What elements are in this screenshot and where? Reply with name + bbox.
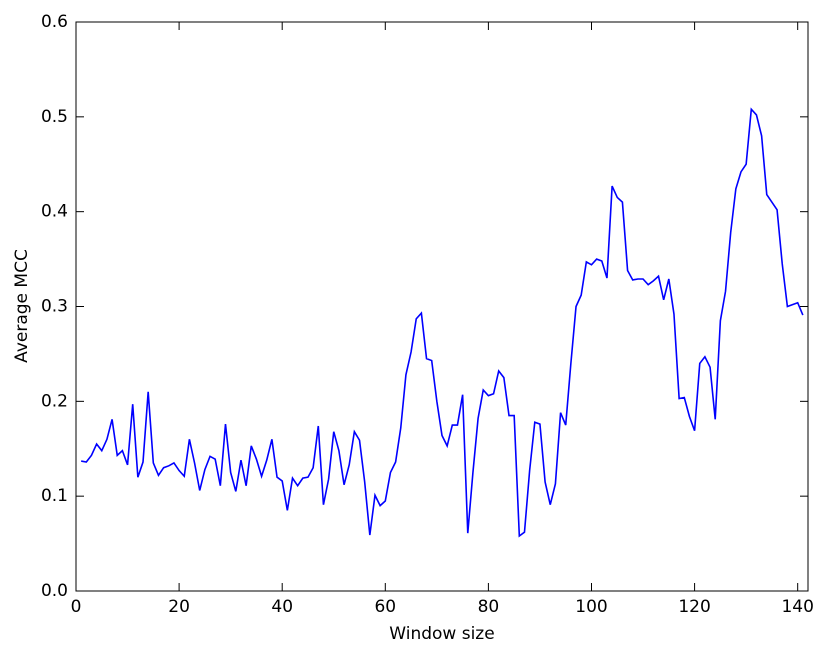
- x-tick-label: 140: [781, 597, 813, 617]
- y-tick-label: 0.3: [41, 297, 68, 317]
- y-tick-label: 0.5: [41, 107, 68, 127]
- y-axis-label: Average MCC: [12, 249, 32, 363]
- y-tick-label: 0.6: [41, 12, 68, 32]
- plot-frame: [75, 21, 809, 592]
- x-tick-label: 100: [575, 597, 607, 617]
- y-tick-label: 0.4: [41, 202, 68, 222]
- data-line: [81, 107, 804, 538]
- x-tick-label: 60: [374, 597, 396, 617]
- y-tick-label: 0.0: [41, 581, 68, 601]
- x-tick-label: 0: [71, 597, 82, 617]
- x-tick-label: 20: [168, 597, 190, 617]
- x-tick-label: 80: [478, 597, 500, 617]
- x-tick-label: 40: [271, 597, 293, 617]
- x-axis-label: Window size: [389, 624, 494, 644]
- y-tick-label: 0.1: [41, 486, 68, 506]
- y-tick-label: 0.2: [41, 391, 68, 411]
- x-tick-label: 120: [678, 597, 710, 617]
